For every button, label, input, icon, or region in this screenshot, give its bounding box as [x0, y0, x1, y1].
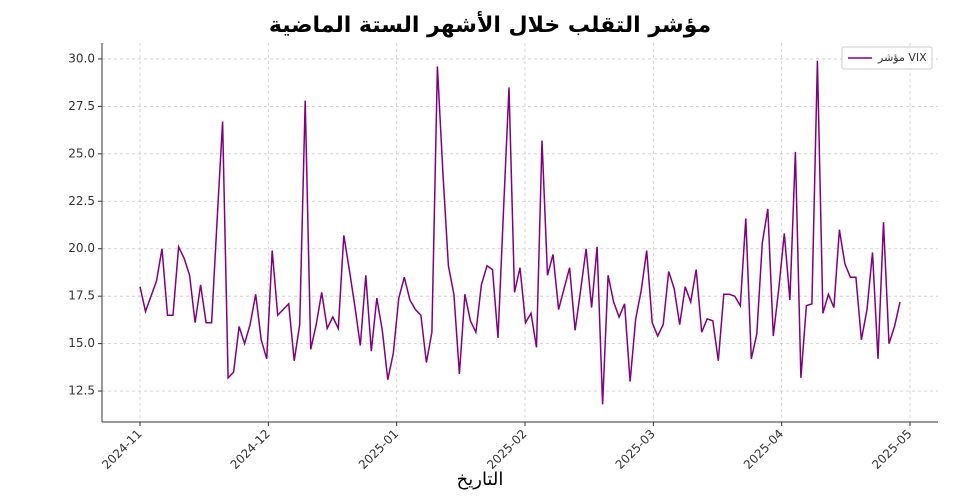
- x-tick-label: 2025-04: [741, 427, 786, 472]
- series-line: [139, 60, 901, 405]
- legend-box: [841, 46, 933, 70]
- x-tick-label: 2024-12: [228, 427, 273, 472]
- x-tick-label: 2025-03: [613, 427, 658, 472]
- legend-label: مؤشر VIX: [877, 51, 927, 64]
- y-tick-label: 25.0: [68, 146, 95, 160]
- y-tick-label: 22.5: [68, 194, 95, 208]
- y-tick-label: 15.0: [68, 336, 95, 350]
- y-tick-label: 12.5: [68, 384, 95, 398]
- y-tick-label: 30.0: [68, 51, 95, 65]
- x-tick-label: 2025-02: [484, 427, 529, 472]
- chart-title: مؤشر التقلب خلال الأشهر الستة الماضية: [269, 10, 711, 38]
- y-tick-label: 17.5: [68, 289, 95, 303]
- x-axis-label: التاريخ: [457, 469, 504, 490]
- x-tick-label: 2025-05: [869, 427, 914, 472]
- y-tick-label: 20.0: [68, 241, 95, 255]
- x-tick-label: 2024-11: [99, 427, 144, 472]
- x-tick-label: 2025-01: [356, 427, 401, 472]
- y-tick-label: 27.5: [68, 99, 95, 113]
